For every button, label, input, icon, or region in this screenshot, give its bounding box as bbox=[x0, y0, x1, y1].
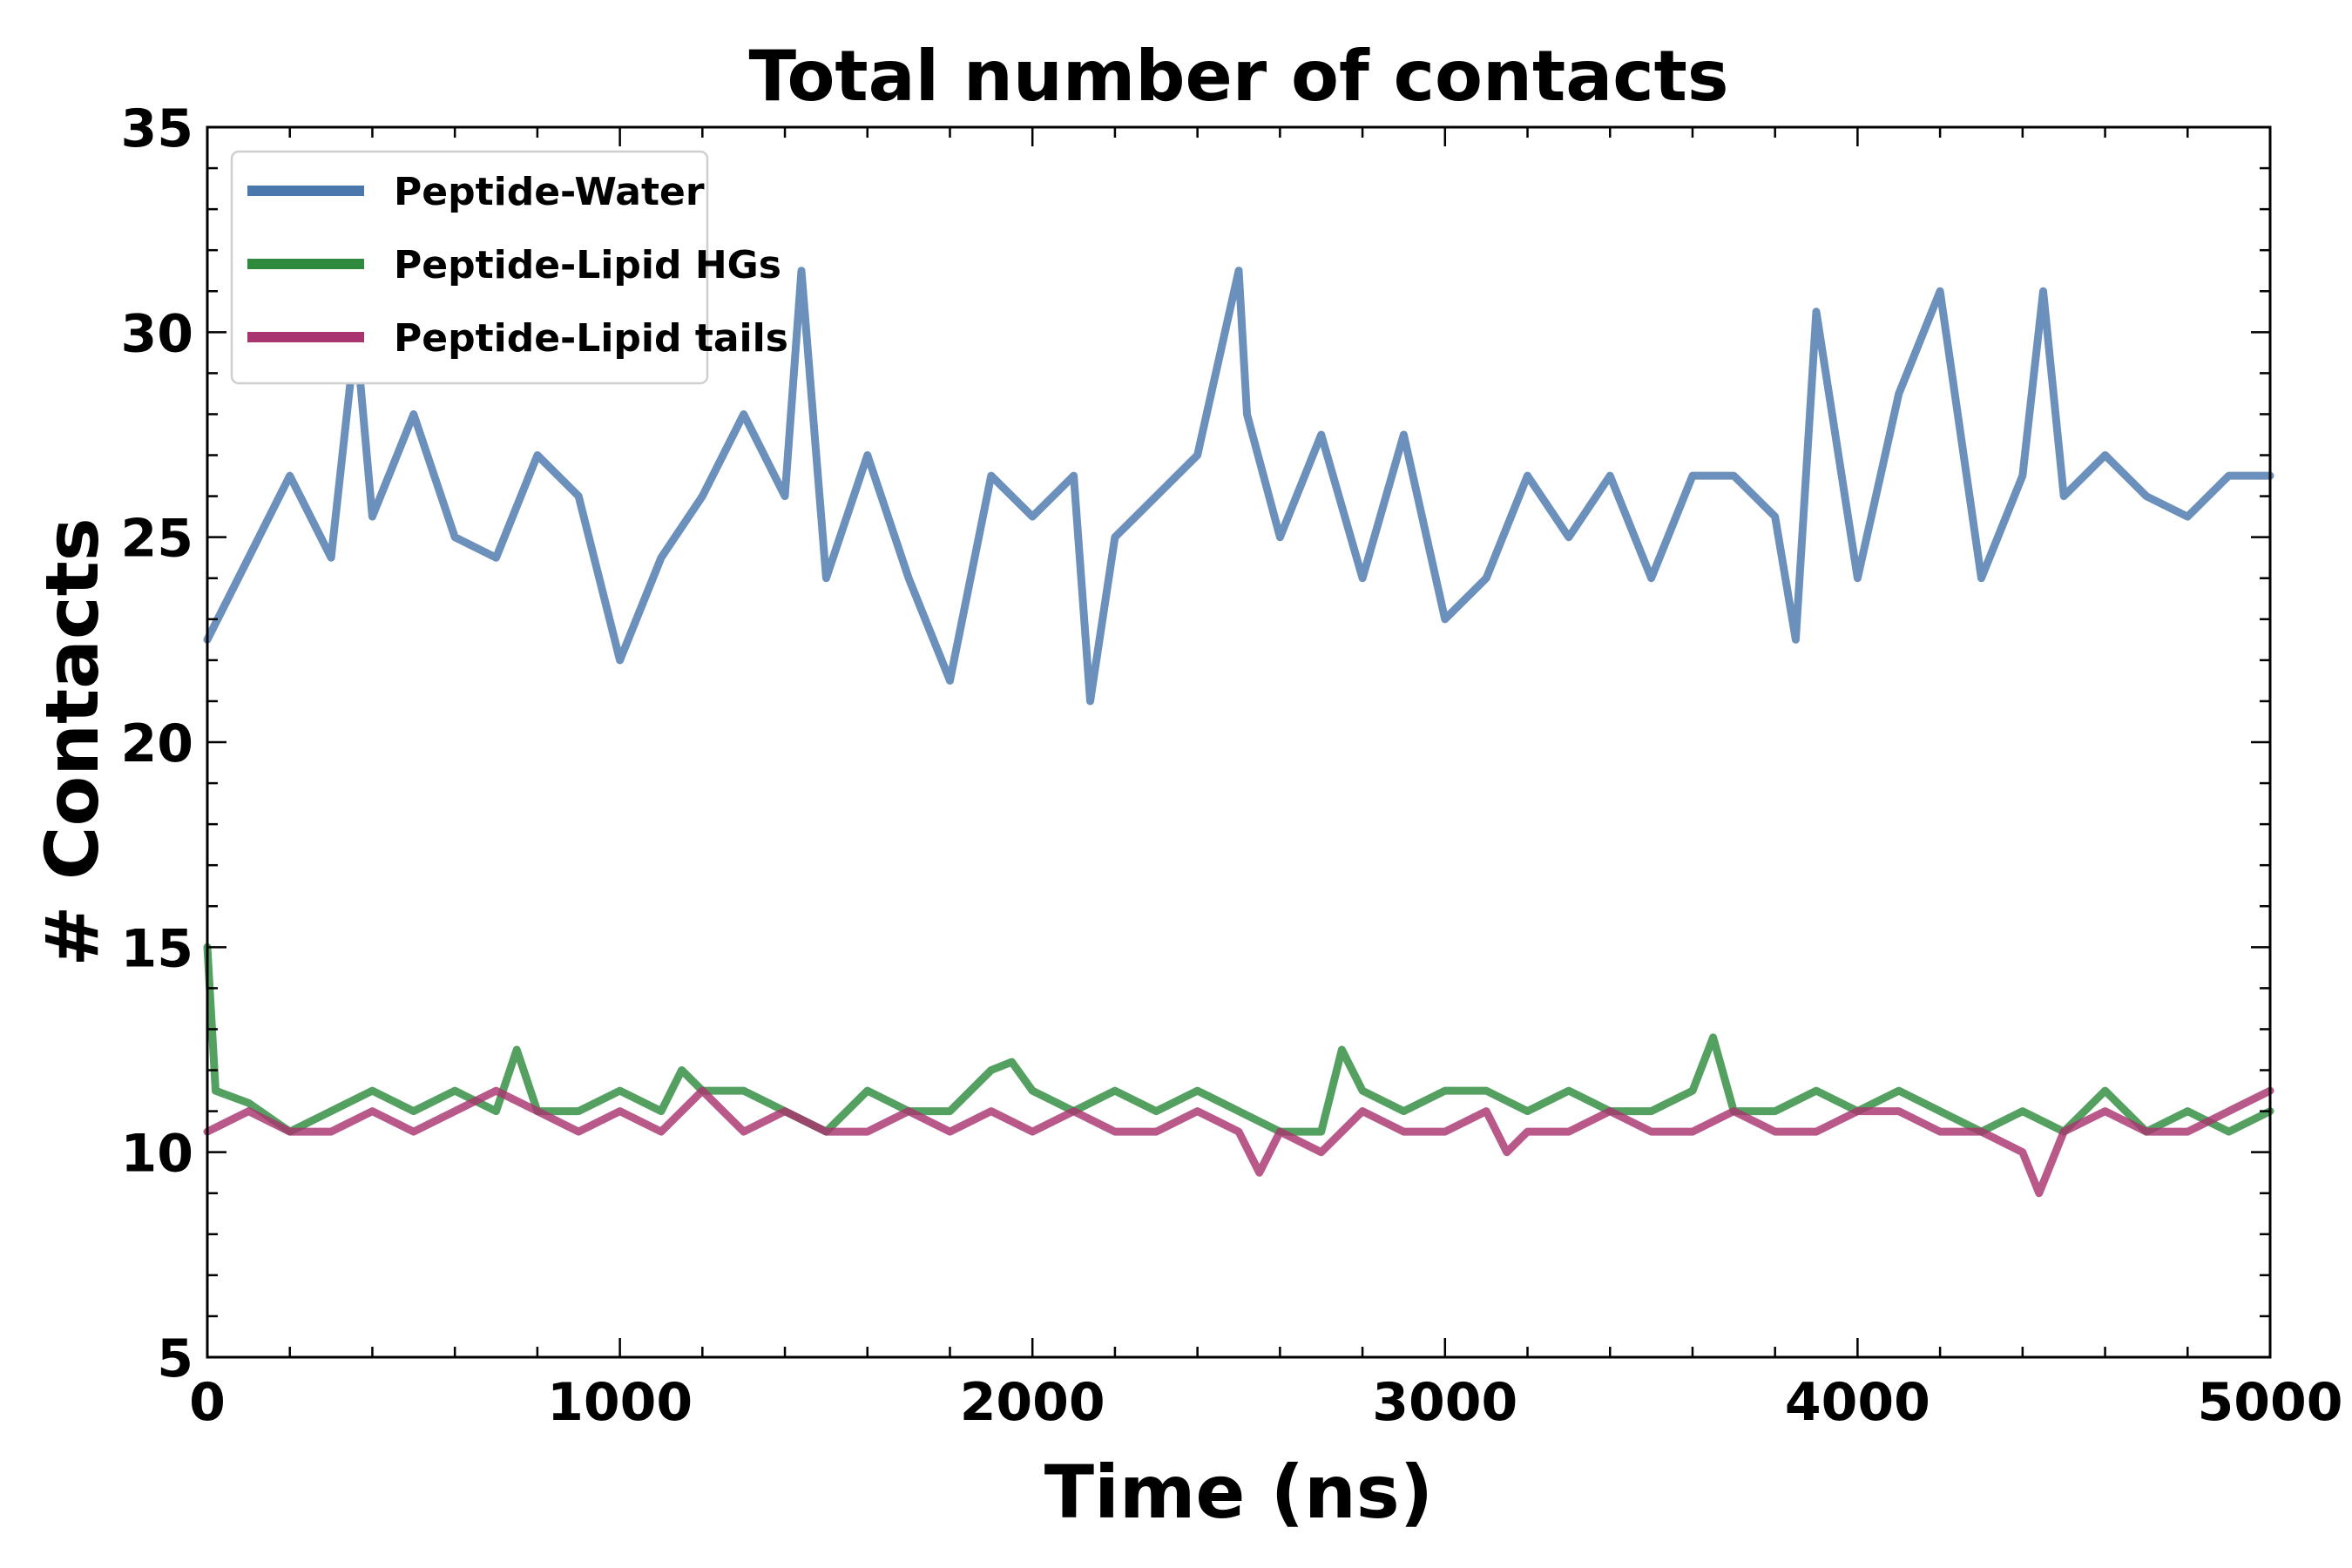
x-tick-label: 4000 bbox=[1785, 1372, 1930, 1433]
x-axis-label: Time (ns) bbox=[1044, 1450, 1433, 1535]
y-tick-label: 15 bbox=[121, 918, 194, 979]
legend-box bbox=[230, 150, 709, 385]
legend-label-peptide-water: Peptide-Water bbox=[394, 170, 705, 214]
y-tick-label: 35 bbox=[121, 98, 194, 159]
series-layer bbox=[203, 267, 2274, 1198]
series-line-peptide-lipid-tails bbox=[203, 1086, 2274, 1198]
x-tick-label: 3000 bbox=[1372, 1372, 1517, 1433]
x-tick-label: 1000 bbox=[547, 1372, 693, 1433]
y-tick-label: 20 bbox=[121, 713, 194, 774]
chart-title: Total number of contacts bbox=[749, 36, 1729, 117]
y-tick-label: 30 bbox=[121, 303, 194, 364]
y-tick-label: 5 bbox=[157, 1328, 193, 1389]
legend-label-peptide-lipid-hgs: Peptide-Lipid HGs bbox=[394, 243, 781, 287]
x-tick-label: 0 bbox=[189, 1372, 226, 1433]
y-axis-label: # Contacts bbox=[30, 517, 115, 967]
series-line-peptide-lipid-hgs bbox=[203, 943, 2274, 1136]
y-tick-label: 25 bbox=[121, 509, 194, 570]
series-line-peptide-water bbox=[203, 267, 2274, 706]
x-tick-label: 2000 bbox=[960, 1372, 1105, 1433]
x-tick-label: 5000 bbox=[2198, 1372, 2343, 1433]
legend-label-peptide-lipid-tails: Peptide-Lipid tails bbox=[394, 316, 788, 361]
plot-frame bbox=[206, 125, 2272, 1359]
legend: Peptide-Water Peptide-Lipid HGs Peptide-… bbox=[230, 150, 788, 385]
y-tick-label: 10 bbox=[121, 1124, 194, 1185]
tick-labels: 0 1000 2000 3000 4000 5000 5 10 15 20 25 30 35 bbox=[121, 98, 2343, 1433]
